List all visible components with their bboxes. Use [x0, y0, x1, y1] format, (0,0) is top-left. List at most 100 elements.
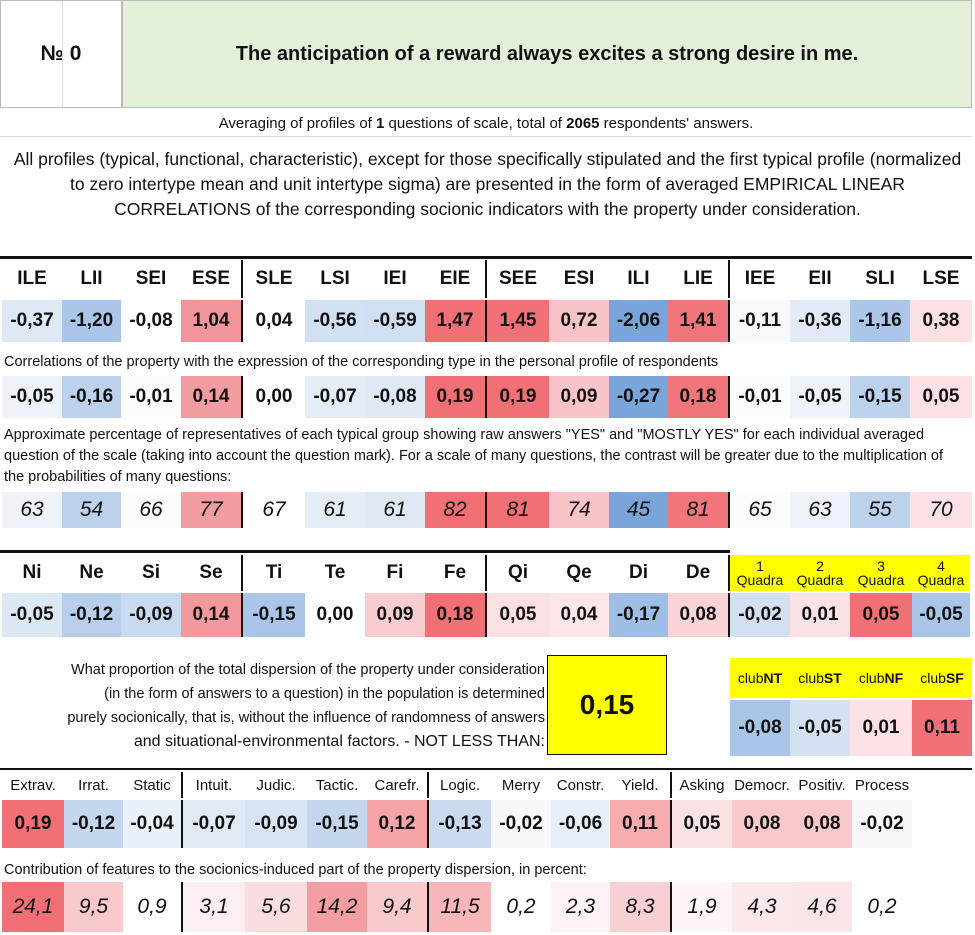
contribution-value-2: 0,9 [123, 882, 183, 932]
proportion-value: 0,15 [547, 655, 667, 755]
correlation-value-15: 0,05 [910, 376, 972, 418]
quadra-number: 3 [877, 558, 885, 574]
quadra-number: 4 [937, 558, 945, 574]
correlation-value-10: -0,27 [609, 376, 668, 418]
correlation-row: -0,05 -0,16 -0,01 0,14 0,00 -0,07 -0,08 0,19 0,1… [2, 376, 972, 418]
percentage-value-7: 82 [425, 492, 487, 528]
quadra-value-1: 0,01 [790, 593, 850, 637]
type-value-12: -0,11 [730, 300, 790, 342]
contribution-value-5: 14,2 [307, 882, 367, 932]
feature-label-12: Democr. [734, 776, 790, 794]
type-value-10: -2,06 [609, 300, 668, 342]
function-label-8: Qi [507, 562, 529, 583]
percentage-value-13: 63 [790, 492, 850, 528]
function-label-3: Se [181, 555, 243, 591]
function-label-9: Qe [566, 562, 592, 583]
club-code: SF [945, 670, 964, 686]
contribution-value-14: 0,2 [852, 882, 912, 932]
quadra-number: 2 [816, 558, 824, 574]
type-label-5: LSI [320, 268, 350, 289]
function-label-4: Ti [265, 562, 283, 583]
type-label-13: EII [808, 268, 832, 289]
type-label-10: ILI [627, 268, 650, 289]
type-value-5: -0,56 [305, 300, 365, 342]
contribution-value-7: 11,5 [429, 882, 491, 932]
feature-value-row: 0,19 -0,12 -0,04 -0,07 -0,09 -0,15 0,12 -0,13 -0… [2, 800, 912, 848]
function-label-11: De [668, 555, 730, 591]
correlation-value-12: -0,01 [730, 376, 790, 418]
function-label-0: Ni [22, 562, 42, 583]
club-value-3: 0,11 [912, 700, 972, 756]
function-value-3: 0,14 [181, 593, 243, 637]
type-label-1: LII [80, 268, 103, 289]
respondent-count: 2065 [566, 115, 600, 132]
type-label-9: ESI [563, 268, 595, 289]
type-value-2: -0,08 [121, 300, 181, 342]
feature-value-14: -0,02 [852, 800, 912, 848]
quadra-number: 1 [756, 558, 764, 574]
correlation-value-11: 0,18 [668, 376, 730, 418]
contribution-value-12: 4,3 [732, 882, 792, 932]
quadra-label-2: 3 Quadra [850, 555, 912, 591]
feature-label-2: Static [123, 772, 183, 798]
percentage-value-10: 45 [609, 492, 668, 528]
function-header-row: Ni Ne Si Se Ti Te Fi Fe Qi Qe Di De 1 Quadra 2 Quadra 3 Q… [2, 555, 970, 591]
type-value-9: 0,72 [549, 300, 609, 342]
proportion-text: What proportion of the total dispersion … [60, 658, 545, 754]
contribution-value-4: 5,6 [245, 882, 307, 932]
contribution-note: Contribution of features to the socionic… [4, 862, 587, 878]
function-value-8: 0,05 [487, 593, 549, 637]
club-prefix: club [737, 670, 764, 686]
type-value-1: -1,20 [62, 300, 121, 342]
quadra-value-3: -0,05 [912, 593, 970, 637]
averaging-suffix: respondents' answers. [599, 115, 754, 132]
contribution-value-11: 1,9 [672, 882, 732, 932]
type-value-3: 1,04 [181, 300, 243, 342]
feature-label-6: Carefr. [367, 772, 429, 798]
question-title: The anticipation of a reward always exci… [122, 0, 972, 108]
percentage-value-12: 65 [730, 492, 790, 528]
type-value-8: 1,45 [487, 300, 549, 342]
function-value-1: -0,12 [62, 593, 121, 637]
club-header-row: club NT club ST club NF club SF [730, 658, 972, 698]
percentage-value-4: 67 [243, 492, 305, 528]
question-number-label: № 0 [40, 42, 82, 65]
function-value-6: 0,09 [365, 593, 425, 637]
contribution-value-0: 24,1 [2, 882, 64, 932]
percentage-value-14: 55 [850, 492, 910, 528]
feature-value-1: -0,12 [64, 800, 123, 848]
function-value-11: 0,08 [668, 593, 730, 637]
feature-label-5: Tactic. [315, 776, 359, 794]
type-label-8: SEE [498, 268, 538, 289]
type-label-12: IEE [744, 268, 776, 289]
feature-value-7: -0,13 [429, 800, 491, 848]
feature-label-4: Judic. [256, 776, 296, 794]
club-code: ST [823, 670, 842, 686]
feature-value-5: -0,15 [307, 800, 367, 848]
type-label-11: LIE [668, 260, 730, 298]
club-prefix: club [798, 670, 824, 686]
averaging-info: Averaging of profiles of 1 questions of … [0, 111, 972, 137]
feature-label-14: Process [854, 776, 910, 794]
type-label-15: LSE [922, 268, 960, 289]
contribution-value-10: 8,3 [610, 882, 672, 932]
percentage-value-1: 54 [62, 492, 121, 528]
percentage-row: 63 54 66 77 67 61 61 82 81 74 45 81 65 63 55 70 [2, 492, 972, 528]
function-value-5: 0,00 [305, 593, 365, 637]
type-label-0: ILE [17, 268, 47, 289]
contribution-value-3: 3,1 [183, 882, 245, 932]
contribution-value-9: 2,3 [551, 882, 610, 932]
feature-value-11: 0,05 [672, 800, 732, 848]
contribution-row: 24,1 9,5 0,9 3,1 5,6 14,2 9,4 11,5 0,2 2,3 8,3 1,9 4… [2, 882, 912, 932]
type-value-14: -1,16 [850, 300, 910, 342]
feature-value-6: 0,12 [367, 800, 429, 848]
features-rule [0, 768, 972, 770]
contribution-value-1: 9,5 [64, 882, 123, 932]
feature-label-8: Merry [501, 776, 541, 794]
quadra-value-0: -0,02 [730, 593, 790, 637]
feature-label-13: Positiv. [798, 776, 846, 794]
proportion-line-4: and situational-environmental factors. -… [133, 733, 545, 750]
correlation-value-13: -0,05 [790, 376, 850, 418]
quadra-word: Quadra [796, 572, 844, 588]
correlations-note: Correlations of the property with the ex… [4, 354, 719, 370]
